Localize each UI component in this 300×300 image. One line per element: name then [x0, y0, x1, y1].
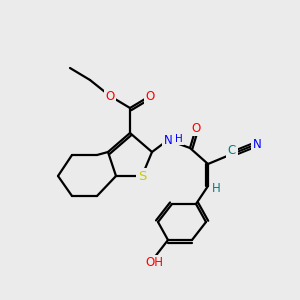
- Text: C: C: [228, 145, 236, 158]
- Text: H: H: [175, 134, 183, 144]
- Text: N: N: [253, 137, 261, 151]
- Text: O: O: [105, 89, 115, 103]
- Text: H: H: [212, 182, 220, 194]
- Text: OH: OH: [145, 256, 163, 269]
- Text: S: S: [138, 169, 146, 182]
- Text: O: O: [146, 89, 154, 103]
- Text: O: O: [191, 122, 201, 134]
- Text: N: N: [164, 134, 172, 146]
